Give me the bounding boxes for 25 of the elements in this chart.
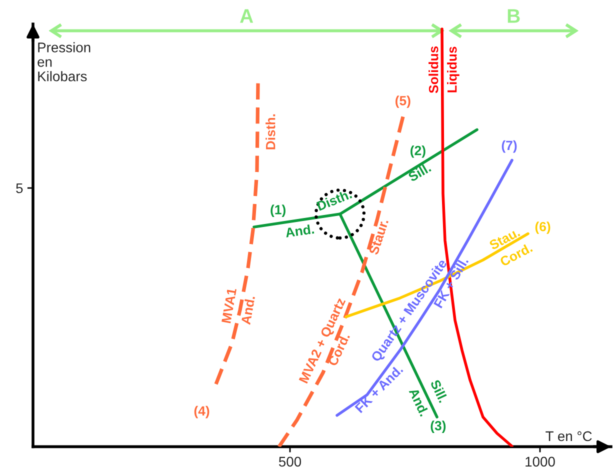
series-label: (5) — [396, 96, 410, 108]
annotation: Sill. — [407, 162, 432, 182]
series-label: (2) — [410, 146, 426, 158]
annotation: And. — [240, 296, 256, 325]
text: A — [240, 9, 254, 23]
annotation: MVA1 — [222, 288, 236, 324]
annotation: Disth. — [316, 188, 352, 211]
x-axis-title: T en °C — [546, 431, 592, 442]
text: B — [508, 9, 520, 23]
annotation: And. — [284, 224, 314, 238]
series-label: (6) — [535, 222, 550, 234]
x-tick-label: 1000 — [526, 456, 555, 467]
text: 5 — [16, 183, 23, 194]
series-label: (3) — [430, 420, 446, 433]
series-label: (7) — [502, 140, 517, 153]
annotation: Solidus — [428, 46, 438, 94]
annotation: Liqidus — [447, 46, 460, 92]
annotation: And. — [408, 387, 430, 417]
series-label: (1) — [270, 204, 286, 217]
y-axis-title: Pression en Kilobars — [38, 42, 90, 82]
x-tick-label: 500 — [278, 456, 302, 467]
annotation: Staur. — [368, 218, 389, 256]
annotation: Sill. — [430, 378, 448, 404]
annotation: Disth. — [266, 114, 276, 150]
series-label: (4) — [194, 406, 210, 418]
